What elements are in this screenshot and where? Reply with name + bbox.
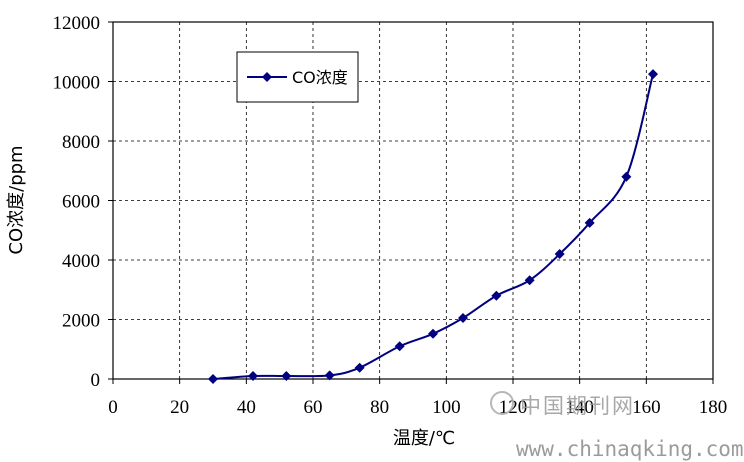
x-tick-label: 180 — [699, 397, 728, 418]
series-layer — [208, 69, 658, 384]
data-point-marker — [281, 371, 292, 382]
grid-lines — [113, 22, 713, 379]
data-point-marker — [394, 341, 405, 352]
data-point-marker — [208, 374, 218, 384]
y-tick-label: 0 — [91, 370, 101, 391]
x-tick-label: 60 — [304, 397, 323, 418]
watermark-logo-circle — [490, 391, 514, 415]
x-tick-label: 160 — [632, 397, 661, 418]
x-tick-label: 40 — [237, 397, 256, 418]
y-axis-title: CO浓度/ppm — [6, 145, 27, 254]
watermark-text: 中国期刊网 — [520, 394, 635, 418]
data-point-marker — [648, 69, 658, 80]
x-tick-label: 100 — [432, 397, 461, 418]
watermark: 中国期刊网 www.chinaqking.com — [490, 391, 744, 461]
data-point-marker — [354, 362, 365, 373]
legend-diamond-marker — [262, 72, 272, 82]
x-tick-label: 140 — [565, 397, 594, 418]
x-tick-label: 80 — [370, 397, 389, 418]
y-tick-label: 12000 — [53, 13, 101, 34]
watermark-url: www.chinaqking.com — [516, 437, 744, 461]
data-point-marker — [248, 371, 258, 382]
x-axis-title: 温度/℃ — [393, 428, 455, 449]
y-tick-label: 6000 — [62, 192, 100, 213]
y-tick-label: 4000 — [62, 251, 100, 272]
axes: 0 20 40 60 80 100 120 140 160 1800200040006000800… — [53, 13, 728, 418]
legend-label: CO浓度 — [292, 68, 348, 87]
data-point-marker — [428, 328, 438, 339]
x-tick-label: 0 — [108, 397, 118, 418]
y-tick-label: 10000 — [53, 73, 101, 94]
y-tick-label: 8000 — [62, 132, 100, 153]
data-point-marker — [554, 249, 565, 260]
x-tick-label: 20 — [170, 397, 189, 418]
data-point-marker — [458, 313, 468, 324]
data-point-marker — [584, 217, 595, 228]
data-point-marker — [324, 370, 335, 381]
data-point-marker — [621, 171, 632, 182]
y-tick-label: 2000 — [62, 311, 100, 332]
data-point-marker — [524, 275, 535, 286]
legend: CO浓度 — [236, 51, 359, 103]
data-point-marker — [491, 290, 502, 301]
